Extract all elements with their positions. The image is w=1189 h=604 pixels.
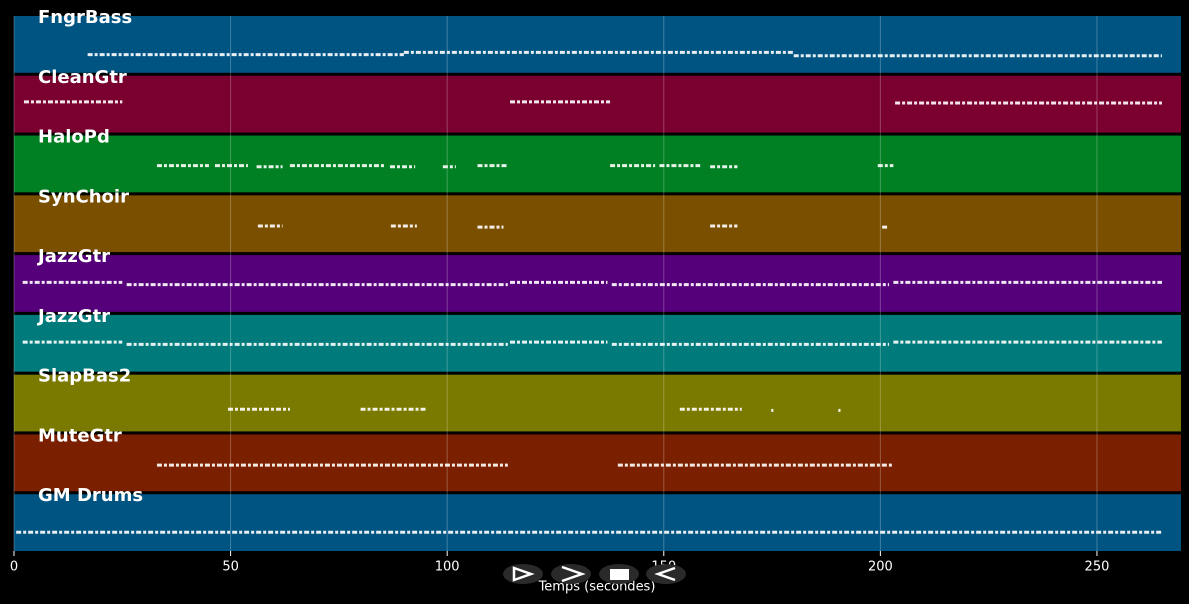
track-lane: [14, 195, 1181, 253]
track-lane: [14, 16, 1181, 73]
track-name: FngrBass: [38, 7, 132, 28]
track-name: CleanGtr: [38, 67, 127, 88]
playback-controls: [503, 564, 686, 584]
track-name: JazzGtr: [36, 306, 110, 327]
track-name: GM Drums: [38, 485, 143, 506]
track-name: JazzGtr: [36, 246, 110, 267]
x-tick-label: 50: [222, 560, 239, 575]
x-tick-label: 0: [10, 560, 18, 575]
x-tick-label: 200: [868, 560, 893, 575]
track-lane: [14, 434, 1181, 492]
x-axis-label: Temps (secondes): [538, 580, 656, 595]
x-tick-label: 250: [1085, 560, 1110, 575]
track-name: HaloPd: [38, 127, 110, 148]
stop-button[interactable]: [599, 564, 639, 584]
forward-button[interactable]: [551, 564, 591, 584]
track-name: MuteGtr: [38, 425, 122, 446]
rewind-button[interactable]: [646, 564, 686, 584]
track-lane: [14, 494, 1181, 551]
track-lane: [14, 374, 1181, 432]
x-tick-label: 100: [435, 560, 460, 575]
lanes: 050100150200250FngrBassCleanGtrHaloPdSyn…: [10, 7, 1181, 575]
track-lane: [14, 135, 1181, 193]
track-name: SlapBas2: [38, 366, 131, 387]
play-button[interactable]: [503, 564, 543, 584]
track-name: SynChoir: [38, 186, 129, 207]
